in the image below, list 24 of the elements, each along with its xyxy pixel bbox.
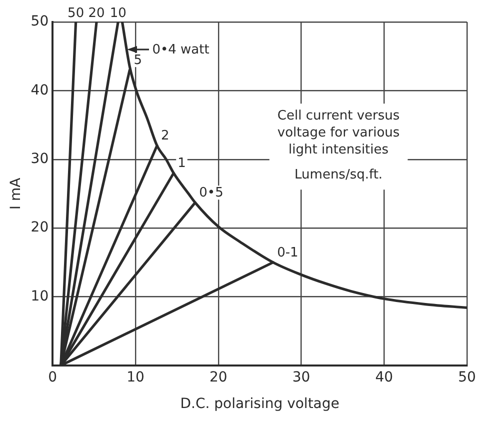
series-label: 1: [178, 156, 186, 171]
legend-label: 5: [134, 52, 142, 68]
y-tick-label: 40: [30, 82, 49, 98]
series-label: 0-1: [277, 245, 298, 260]
series-label: 10: [110, 6, 126, 21]
x-tick-label: 10: [126, 369, 144, 386]
x-tick-label: 40: [375, 369, 394, 386]
x-axis-title: D.C. polarising voltage: [180, 396, 340, 412]
y-tick-label: 10: [30, 288, 49, 304]
legend-title: Lumens/sq.ft.: [294, 167, 383, 182]
y-axis-title: I mA: [8, 177, 24, 210]
x-tick-label: 0: [48, 369, 58, 386]
y-tick-label: 50: [30, 14, 49, 30]
x-tick-label: 20: [209, 369, 228, 386]
text: Cell current versus voltage for various light intensities: [277, 108, 400, 158]
y-tick-label: 30: [30, 151, 49, 167]
x-tick-label: 30: [292, 369, 310, 386]
series-label: 20: [88, 6, 105, 21]
x-tick-label: 50: [458, 369, 476, 386]
annotation: 0•4 watt: [152, 42, 210, 58]
y-tick-label: 20: [30, 220, 49, 236]
series-label: 0•5: [199, 186, 224, 201]
series-label: 2: [161, 128, 170, 144]
series-label: 50: [68, 6, 84, 21]
